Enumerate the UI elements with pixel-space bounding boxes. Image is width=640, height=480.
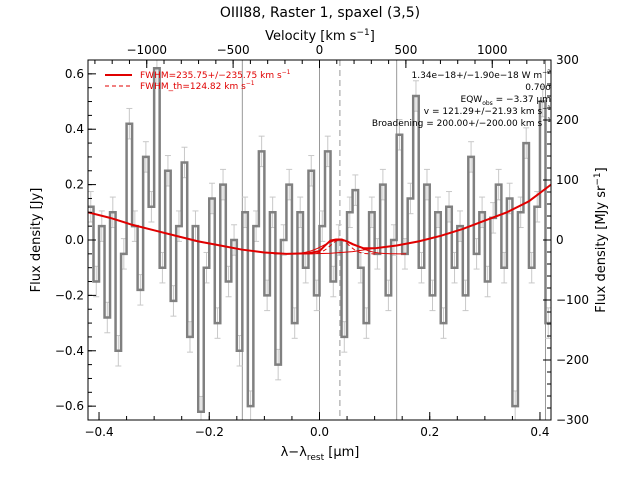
fit-series xyxy=(87,183,552,255)
y-tick-label-5: 0.4 xyxy=(65,122,84,136)
fit-model-line xyxy=(87,183,552,255)
right-tick-label-6: 300 xyxy=(556,53,579,67)
fit-annotations: 1.34e−18+/−1.90e−18 W m−2 0.70σ EQWobs =… xyxy=(372,69,551,129)
y-axis-title: Flux density [Jy] xyxy=(29,188,44,293)
chart-title: OIII88, Raster 1, spaxel (3,5) xyxy=(220,5,420,21)
y-tick-label-1: −0.4 xyxy=(55,344,84,358)
right-tick-label-4: 100 xyxy=(556,173,579,187)
x-tick-label-3: 0.2 xyxy=(420,425,439,439)
right-tick-label-0: −300 xyxy=(556,413,589,427)
x-tick-label-4: 0.4 xyxy=(530,425,549,439)
axis-ticks: −0.4 −0.2 0.0 0.2 0.4−0.6−0.4−0.20.00.20.40.… xyxy=(55,43,589,439)
y-tick-label-4: 0.2 xyxy=(65,178,84,192)
x-axis-title: λ−λrest [μm] xyxy=(281,445,360,463)
annotation-velocity: v = 121.29+/−21.93 km s−1 xyxy=(424,105,551,117)
spectrum-line xyxy=(88,67,551,413)
annotation-broadening: Broadening = 200.00+/−200.00 km s−1 xyxy=(372,117,551,129)
right-tick-label-1: −200 xyxy=(556,353,589,367)
right-tick-label-2: −100 xyxy=(556,293,589,307)
annotation-flux: 1.34e−18+/−1.90e−18 W m−2 xyxy=(412,69,552,81)
y-tick-label-0: −0.6 xyxy=(55,399,84,413)
y-tick-label-6: 0.6 xyxy=(65,67,84,81)
top-tick-label-2: 0 xyxy=(316,43,324,57)
right-axis-title: Flux density [MJy sr−1] xyxy=(593,167,609,312)
top-tick-label-1: −500 xyxy=(217,43,250,57)
y-tick-label-2: −0.2 xyxy=(55,288,84,302)
legend: FWHM=235.75+/−235.75 km s−1 FWHM_th=124.… xyxy=(105,69,291,92)
top-tick-label-3: 500 xyxy=(394,43,417,57)
fit-gaussian-thermal-line xyxy=(302,239,378,255)
annotation-eqw: EQWobs = −3.37 μm xyxy=(461,95,551,107)
top-axis-title: Velocity [km s−1] xyxy=(265,28,375,44)
y-tick-label-3: 0.0 xyxy=(65,233,84,247)
x-tick-label-0: −0.4 xyxy=(84,425,113,439)
right-tick-label-3: 0 xyxy=(556,233,564,247)
annotation-significance: 0.70σ xyxy=(525,83,551,93)
legend-label-fwhm-th: FWHM_th=124.82 km s−1 xyxy=(140,80,255,92)
x-tick-label-1: −0.2 xyxy=(195,425,224,439)
legend-label-fwhm: FWHM=235.75+/−235.75 km s−1 xyxy=(140,69,291,81)
x-tick-label-2: 0.0 xyxy=(310,425,329,439)
spectrum-series xyxy=(88,67,551,413)
top-tick-label-0: −1000 xyxy=(126,43,167,57)
right-tick-label-5: 200 xyxy=(556,113,579,127)
top-tick-label-4: 1000 xyxy=(477,43,508,57)
